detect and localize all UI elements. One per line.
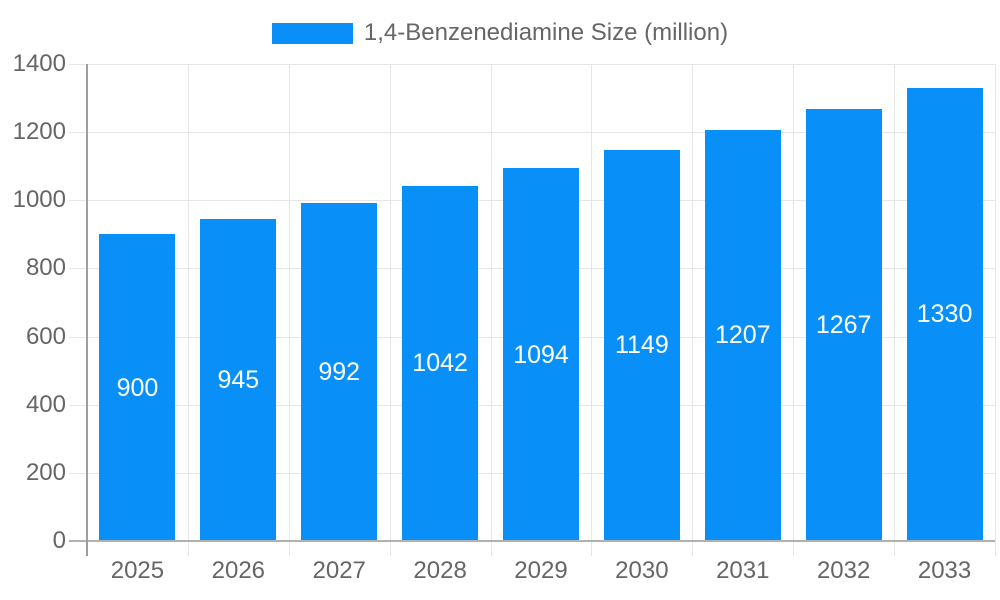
y-axis-tick-label: 400 xyxy=(25,390,66,418)
x-axis-tick-label: 2033 xyxy=(917,557,972,584)
x-gridline xyxy=(490,64,492,556)
y-axis-tick-label: 1000 xyxy=(12,186,66,214)
legend-label: 1,4-Benzenediamine Size (million) xyxy=(363,19,729,46)
bar-value-label: 1207 xyxy=(714,321,771,350)
y-axis-tick-label: 600 xyxy=(25,322,66,350)
x-axis-tick-label: 2028 xyxy=(413,557,467,584)
y-axis-tick-label: 1200 xyxy=(12,118,66,146)
x-gridline xyxy=(187,64,189,556)
x-axis-tick-label: 2026 xyxy=(211,557,266,584)
x-gridline xyxy=(591,64,593,556)
x-gridline xyxy=(995,64,996,556)
bar xyxy=(99,234,176,541)
y-axis-tick-label: 1400 xyxy=(12,50,66,77)
bar-value-label: 1042 xyxy=(412,349,468,378)
y-axis-tick-label: 0 xyxy=(52,527,66,554)
y-axis-tick-label: 200 xyxy=(25,458,66,486)
y-axis-line xyxy=(86,64,88,556)
x-gridline xyxy=(389,64,391,556)
legend-swatch xyxy=(271,22,353,44)
bar xyxy=(603,149,680,541)
bar-value-label: 1149 xyxy=(614,331,669,360)
bar xyxy=(402,185,479,541)
x-axis-tick-label: 2032 xyxy=(816,557,871,584)
x-axis-tick-label: 2027 xyxy=(312,557,366,584)
x-gridline xyxy=(793,64,795,556)
bar-value-label: 1094 xyxy=(513,340,569,369)
bar-value-label: 945 xyxy=(217,366,260,394)
bar-value-label: 1330 xyxy=(916,300,973,329)
x-gridline xyxy=(894,64,896,556)
x-gridline xyxy=(288,64,290,556)
y-axis-tick-label: 800 xyxy=(25,254,66,282)
x-axis-tick-label: 2030 xyxy=(615,557,669,584)
bar xyxy=(704,129,781,541)
x-axis-tick-label: 2031 xyxy=(716,557,770,584)
x-axis-tick-label: 2025 xyxy=(110,557,165,584)
bar-value-label: 900 xyxy=(116,373,159,402)
x-axis-baseline xyxy=(69,540,995,542)
bar xyxy=(906,87,983,541)
x-axis-tick-label: 2029 xyxy=(514,557,568,584)
bar xyxy=(503,168,579,541)
bar xyxy=(200,219,277,541)
y-gridline xyxy=(69,64,995,65)
y-gridline xyxy=(69,132,995,134)
chart-legend[interactable]: 1,4-Benzenediamine Size (million) xyxy=(0,19,1000,46)
bar-value-label: 1267 xyxy=(815,311,872,340)
x-gridline xyxy=(692,64,694,556)
bar-value-label: 992 xyxy=(318,358,361,386)
bar xyxy=(301,203,378,541)
bar xyxy=(805,109,882,541)
